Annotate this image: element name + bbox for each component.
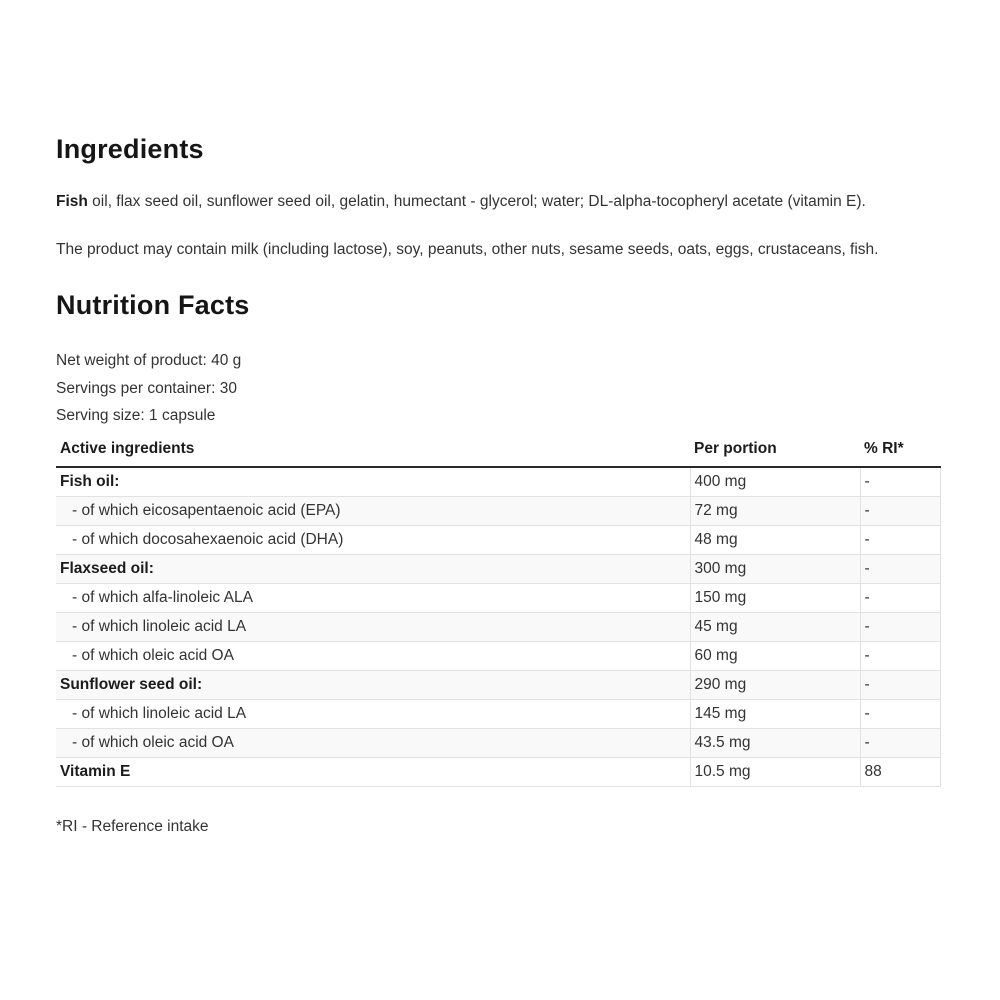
ingredient-name: - of which docosahexaenoic acid (DHA)	[56, 525, 690, 555]
ingredient-ri: 88	[859, 757, 941, 787]
ingredient-per-portion: 48 mg	[689, 525, 860, 555]
table-header-row: Active ingredients Per portion % RI*	[56, 436, 940, 468]
ingredient-name: - of which oleic acid OA	[56, 641, 690, 671]
ingredient-per-portion: 400 mg	[689, 466, 860, 497]
ingredient-name: Vitamin E	[56, 757, 690, 787]
ri-footnote: *RI - Reference intake	[56, 817, 209, 835]
active-ingredients-table: Active ingredients Per portion % RI* Fis…	[56, 436, 941, 787]
ingredient-name: - of which eicosapentaenoic acid (EPA)	[56, 496, 690, 526]
table-row-epa: - of which eicosapentaenoic acid (EPA) 7…	[56, 496, 941, 526]
ingredient-per-portion: 145 mg	[689, 699, 860, 729]
nutrition-facts-section: Nutrition Facts Net weight of product: 4…	[56, 289, 941, 838]
ingredient-ri: -	[859, 641, 941, 671]
column-header-active-ingredients: Active ingredients	[56, 436, 690, 468]
ingredient-name: - of which alfa-linoleic ALA	[56, 583, 690, 613]
ingredient-ri: -	[859, 583, 941, 613]
ingredient-ri: -	[859, 670, 941, 700]
ingredient-per-portion: 150 mg	[689, 583, 860, 613]
net-weight-line: Net weight of product: 40 g	[56, 352, 242, 369]
composition-lead-word: Fish	[56, 193, 88, 210]
composition-rest-text: oil, flax seed oil, sunflower seed oil, …	[87, 193, 866, 210]
composition-text: Fish oil, flax seed oil, sunflower seed …	[56, 188, 940, 216]
table-row-sunflower-seed-oil: Sunflower seed oil: 290 mg -	[56, 670, 941, 700]
ingredient-per-portion: 300 mg	[689, 554, 860, 584]
table-row-oleic-oa-flax: - of which oleic acid OA 60 mg -	[56, 641, 941, 671]
ingredient-per-portion: 290 mg	[689, 670, 860, 700]
ingredient-name: - of which linoleic acid LA	[56, 699, 690, 729]
ingredient-per-portion: 45 mg	[689, 612, 860, 642]
table-row-oleic-oa-sunflower: - of which oleic acid OA 43.5 mg -	[56, 728, 941, 758]
table-row-fish-oil: Fish oil: 400 mg -	[56, 466, 941, 497]
ingredient-name: Flaxseed oil:	[56, 554, 690, 584]
ingredient-ri: -	[859, 496, 941, 526]
ingredient-ri: -	[859, 554, 941, 584]
table-row-dha: - of which docosahexaenoic acid (DHA) 48…	[56, 525, 941, 555]
ingredient-name: - of which linoleic acid LA	[56, 612, 690, 642]
ingredient-ri: -	[859, 728, 941, 758]
column-header-per-portion: Per portion	[690, 436, 860, 468]
nutrition-facts-title: Nutrition Facts	[56, 290, 250, 320]
ingredient-ri: -	[859, 466, 941, 497]
ingredients-title: Ingredients	[56, 134, 204, 164]
table-row-ala: - of which alfa-linoleic ALA 150 mg -	[56, 583, 941, 613]
table-row-linoleic-la-flax: - of which linoleic acid LA 45 mg -	[56, 612, 941, 642]
ingredients-section: Ingredients Fish oil, flax seed oil, sun…	[56, 133, 940, 264]
ingredient-name: - of which oleic acid OA	[56, 728, 690, 758]
ingredient-ri: -	[859, 612, 941, 642]
ingredient-per-portion: 10.5 mg	[689, 757, 860, 787]
table-row-vitamin-e: Vitamin E 10.5 mg 88	[56, 757, 941, 787]
ingredient-per-portion: 60 mg	[689, 641, 860, 671]
ingredient-per-portion: 72 mg	[689, 496, 860, 526]
servings-per-container-line: Servings per container: 30	[56, 379, 237, 397]
serving-size-line: Serving size: 1 capsule	[56, 407, 216, 424]
table-row-linoleic-la-sunflower: - of which linoleic acid LA 145 mg -	[56, 699, 941, 729]
ingredient-ri: -	[859, 699, 941, 729]
column-header-ri: % RI*	[860, 436, 940, 468]
table-row-flaxseed-oil: Flaxseed oil: 300 mg -	[56, 554, 941, 584]
ingredient-name: Sunflower seed oil:	[56, 670, 690, 700]
ingredient-name: Fish oil:	[56, 466, 690, 497]
ingredient-ri: -	[859, 525, 941, 555]
ingredient-per-portion: 43.5 mg	[689, 728, 860, 758]
allergen-text: The product may contain milk (including …	[56, 241, 879, 258]
